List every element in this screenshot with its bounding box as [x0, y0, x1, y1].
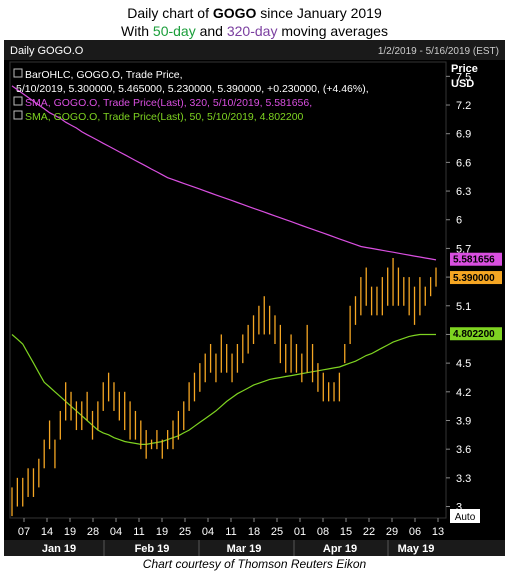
close-last-value: 5.390000 [453, 273, 495, 284]
sma50-line [11, 333, 436, 445]
y-tick-label: 6.6 [456, 157, 471, 169]
sma50-last-value: 4.802200 [453, 329, 495, 340]
chart-credit: Chart courtesy of Thomson Reuters Eikon [142, 557, 367, 571]
y-tick-label: 6.9 [456, 129, 471, 141]
legend-checkbox [13, 110, 23, 120]
month-label: Feb 19 [135, 543, 170, 555]
x-tick-label: 04 [202, 526, 214, 538]
legend-entry: SMA, GOGO.O, Trade Price(Last), 50, 5/10… [25, 111, 304, 123]
y-tick-label: 4.5 [456, 358, 471, 370]
month-label: Apr 19 [323, 543, 357, 555]
legend-entry: SMA, GOGO.O, Trade Price(Last), 320, 5/1… [25, 97, 312, 109]
x-tick-label: 06 [409, 526, 421, 538]
x-tick-label: 29 [386, 526, 398, 538]
x-tick-label: 08 [317, 526, 329, 538]
x-tick-label: 07 [18, 526, 30, 538]
x-tick-label: 13 [432, 526, 444, 538]
close-last-value-box [450, 271, 502, 285]
chart-instrument-title: Daily GOGO.O [10, 45, 84, 57]
y-tick-label: 5.1 [456, 301, 471, 313]
x-tick-label: 15 [340, 526, 352, 538]
y-tick-label: 3.9 [456, 415, 471, 427]
x-tick-label: 14 [41, 526, 53, 538]
chart-date-range: 1/2/2019 - 5/16/2019 (EST) [378, 46, 499, 57]
plot-frame [9, 61, 447, 519]
x-tick-label: 18 [248, 526, 260, 538]
month-label: Mar 19 [227, 543, 262, 555]
x-tick-label: 25 [271, 526, 283, 538]
y-tick-label: 6.3 [456, 186, 471, 198]
x-tick-label: 04 [110, 526, 122, 538]
legend-entry: 5/10/2019, 5.300000, 5.465000, 5.230000,… [16, 83, 369, 95]
sma50-last-value-box [450, 327, 502, 341]
y-tick-label: 3.6 [456, 444, 471, 456]
month-axis-bar [4, 540, 505, 556]
sma320-last-value-box [450, 252, 502, 266]
price-chart[interactable]: Daily GOGO.O 1/2/2019 - 5/16/2019 (EST) Pr… [4, 40, 505, 556]
title-ticker: GOGO [212, 5, 257, 21]
title-suffix: since January 2019 [256, 5, 382, 21]
subtitle-prefix: With [121, 23, 153, 39]
legend-checkbox [13, 96, 23, 106]
x-tick-label: 19 [156, 526, 168, 538]
x-tick-label: 19 [64, 526, 76, 538]
month-label: Jan 19 [42, 543, 76, 555]
sma320-line [11, 85, 437, 261]
title-prefix: Daily chart of [127, 5, 213, 21]
x-tick-label: 11 [133, 526, 144, 538]
price-axis-title: Price [451, 63, 478, 75]
x-tick-label: 11 [225, 526, 236, 538]
subtitle-mid: and [195, 23, 227, 39]
auto-scale-label: Auto [455, 512, 476, 523]
y-tick-label: 7.5 [456, 71, 471, 83]
price-axis-currency: USD [451, 78, 474, 90]
y-tick-label: 4.2 [456, 387, 471, 399]
x-tick-label: 25 [179, 526, 191, 538]
y-tick-label: 5.7 [456, 243, 471, 255]
y-tick-label: 3 [456, 502, 462, 514]
subtitle-suffix: moving averages [277, 23, 388, 39]
legend-entry: BarOHLC, GOGO.O, Trade Price, [25, 69, 183, 81]
auto-scale-box [450, 509, 480, 523]
x-tick-label: 01 [294, 526, 306, 538]
y-tick-label: 3.3 [456, 473, 471, 485]
y-tick-label: 6 [456, 215, 462, 227]
chart-title-line-1: Daily chart of GOGO since January 2019 [0, 4, 509, 22]
x-tick-label: 28 [87, 526, 99, 538]
sma320-last-value: 5.581656 [453, 255, 495, 266]
subtitle-ma-long: 320-day [226, 23, 278, 39]
chart-panel[interactable]: Daily GOGO.O 1/2/2019 - 5/16/2019 (EST) Pr… [4, 40, 505, 556]
x-tick-label: 22 [363, 526, 375, 538]
y-tick-label: 7.2 [456, 100, 471, 112]
chart-title-line-2: With 50-day and 320-day moving averages [0, 22, 509, 40]
subtitle-ma-short: 50-day [152, 23, 196, 39]
legend-checkbox [13, 68, 23, 78]
month-label: May 19 [398, 543, 435, 555]
chart-header-bar [4, 40, 505, 60]
